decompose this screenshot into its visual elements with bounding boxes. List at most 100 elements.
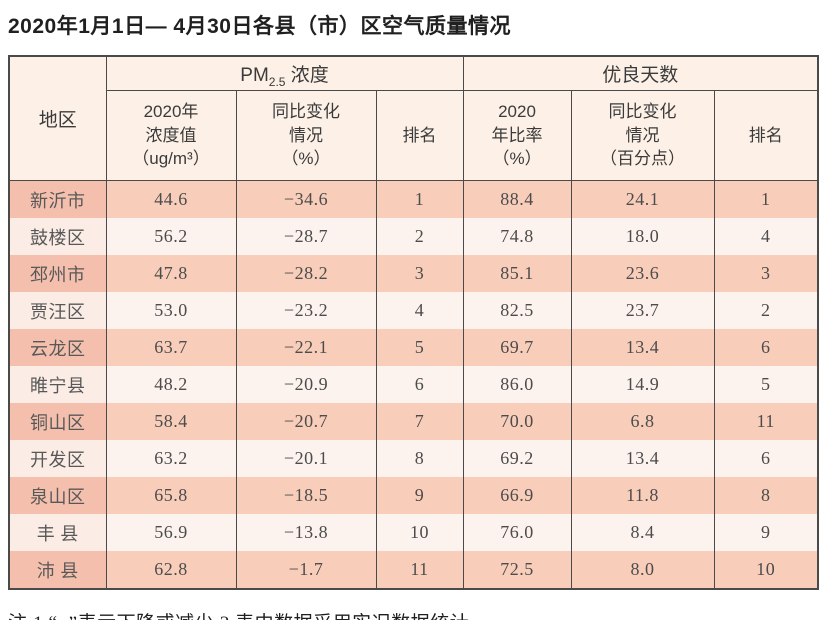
cell-region: 云龙区 (8, 329, 107, 366)
table-row: 邳州市 47.8 −28.2 3 85.1 23.6 3 (8, 255, 819, 292)
cell-good-rank: 8 (713, 477, 819, 514)
cell-good-rank: 6 (713, 329, 819, 366)
cell-good-rank: 3 (713, 255, 819, 292)
cell-pm-value: 47.8 (105, 255, 237, 292)
cell-pm-rank: 1 (375, 180, 464, 218)
cell-pm-value: 56.9 (105, 514, 237, 551)
cell-good-ratio: 86.0 (462, 366, 572, 403)
cell-good-rank: 10 (713, 551, 819, 589)
cell-pm-rank: 5 (375, 329, 464, 366)
header-group-row: 地区 PM2.5 浓度 优良天数 (8, 55, 819, 181)
air-quality-table: 地区 PM2.5 浓度 优良天数 2020年 浓度值 （ug/m³） 同比变化 … (8, 55, 820, 590)
cell-pm-change: −1.7 (235, 551, 377, 589)
cell-pm-rank: 10 (375, 514, 464, 551)
cell-good-ratio: 70.0 (462, 403, 572, 440)
table-row: 泉山区 65.8 −18.5 9 66.9 11.8 8 (8, 477, 819, 514)
pm25-label-subscript: 2.5 (268, 74, 286, 89)
cell-pm-rank: 2 (375, 218, 464, 255)
table-row: 新沂市 44.6 −34.6 1 88.4 24.1 1 (8, 180, 819, 218)
cell-pm-change: −20.9 (235, 366, 377, 403)
cell-good-ratio: 72.5 (462, 551, 572, 589)
cell-pm-value: 56.2 (105, 218, 237, 255)
header-region: 地区 (8, 55, 107, 181)
cell-pm-value: 63.2 (105, 440, 237, 477)
cell-pm-value: 63.7 (105, 329, 237, 366)
cell-pm-value: 48.2 (105, 366, 237, 403)
cell-region: 鼓楼区 (8, 218, 107, 255)
cell-pm-rank: 9 (375, 477, 464, 514)
cell-good-ratio: 85.1 (462, 255, 572, 292)
cell-good-ratio: 76.0 (462, 514, 572, 551)
cell-pm-rank: 7 (375, 403, 464, 440)
cell-region: 铜山区 (8, 403, 107, 440)
footnote: 注:1.“−”表示下降或减少;2.表中数据采用实况数据统计。 (8, 608, 825, 620)
cell-good-ratio: 69.7 (462, 329, 572, 366)
cell-good-change: 14.9 (570, 366, 715, 403)
cell-pm-rank: 3 (375, 255, 464, 292)
cell-good-rank: 5 (713, 366, 819, 403)
header-pm25-group: PM2.5 浓度 (105, 55, 464, 91)
cell-good-ratio: 74.8 (462, 218, 572, 255)
cell-good-change: 23.7 (570, 292, 715, 329)
cell-good-ratio: 82.5 (462, 292, 572, 329)
cell-good-change: 23.6 (570, 255, 715, 292)
cell-pm-change: −20.7 (235, 403, 377, 440)
cell-good-change: 13.4 (570, 440, 715, 477)
cell-pm-value: 58.4 (105, 403, 237, 440)
cell-pm-change: −18.5 (235, 477, 377, 514)
cell-pm-rank: 4 (375, 292, 464, 329)
table-row: 鼓楼区 56.2 −28.7 2 74.8 18.0 4 (8, 218, 819, 255)
cell-good-rank: 9 (713, 514, 819, 551)
cell-region: 邳州市 (8, 255, 107, 292)
cell-pm-change: −13.8 (235, 514, 377, 551)
cell-good-change: 24.1 (570, 180, 715, 218)
cell-pm-rank: 6 (375, 366, 464, 403)
cell-pm-change: −22.1 (235, 329, 377, 366)
header-pm-rank: 排名 (375, 90, 464, 181)
cell-pm-change: −23.2 (235, 292, 377, 329)
cell-good-ratio: 88.4 (462, 180, 572, 218)
cell-good-rank: 1 (713, 180, 819, 218)
header-pm-change: 同比变化 情况 （%） (235, 90, 377, 181)
pm25-label-suffix: 浓度 (285, 65, 329, 86)
page-title: 2020年1月1日— 4月30日各县（市）区空气质量情况 (8, 15, 511, 38)
table-header: 地区 PM2.5 浓度 优良天数 2020年 浓度值 （ug/m³） 同比变化 … (8, 55, 819, 181)
header-good-days-group: 优良天数 (462, 55, 819, 91)
header-good-rank: 排名 (713, 90, 819, 181)
cell-pm-change: −20.1 (235, 440, 377, 477)
cell-good-ratio: 69.2 (462, 440, 572, 477)
header-good-ratio: 2020 年比率 （%） (462, 90, 572, 181)
table-row: 沛 县 62.8 −1.7 11 72.5 8.0 10 (8, 551, 819, 589)
table-body: 新沂市 44.6 −34.6 1 88.4 24.1 1 鼓楼区 56.2 −28.7 2 74.8 1… (8, 180, 819, 589)
table-row: 睢宁县 48.2 −20.9 6 86.0 14.9 5 (8, 366, 819, 403)
cell-good-change: 8.0 (570, 551, 715, 589)
table-row: 云龙区 63.7 −22.1 5 69.7 13.4 6 (8, 329, 819, 366)
header-sub-row: 2020年 浓度值 （ug/m³） 同比变化 情况 （%） 排名 2020 年比… (9, 90, 819, 181)
pm25-label-prefix: PM (240, 65, 269, 86)
cell-region: 贾汪区 (8, 292, 107, 329)
cell-region: 睢宁县 (8, 366, 107, 403)
table-row: 贾汪区 53.0 −23.2 4 82.5 23.7 2 (8, 292, 819, 329)
cell-pm-change: −28.7 (235, 218, 377, 255)
header-pm-value: 2020年 浓度值 （ug/m³） (105, 90, 237, 181)
page: 2020年1月1日— 4月30日各县（市）区空气质量情况 地区 PM2.5 浓度… (0, 10, 825, 620)
cell-good-change: 13.4 (570, 329, 715, 366)
cell-good-change: 18.0 (570, 218, 715, 255)
cell-pm-change: −28.2 (235, 255, 377, 292)
cell-good-change: 6.8 (570, 403, 715, 440)
cell-pm-value: 53.0 (105, 292, 237, 329)
cell-good-rank: 2 (713, 292, 819, 329)
cell-good-ratio: 66.9 (462, 477, 572, 514)
cell-pm-rank: 11 (375, 551, 464, 589)
cell-pm-rank: 8 (375, 440, 464, 477)
cell-region: 泉山区 (8, 477, 107, 514)
cell-region: 沛 县 (8, 551, 107, 589)
cell-pm-value: 65.8 (105, 477, 237, 514)
cell-good-change: 11.8 (570, 477, 715, 514)
cell-pm-change: −34.6 (235, 180, 377, 218)
cell-pm-value: 62.8 (105, 551, 237, 589)
cell-region: 新沂市 (8, 180, 107, 218)
table-row: 丰 县 56.9 −13.8 10 76.0 8.4 9 (8, 514, 819, 551)
cell-good-rank: 6 (713, 440, 819, 477)
cell-pm-value: 44.6 (105, 180, 237, 218)
